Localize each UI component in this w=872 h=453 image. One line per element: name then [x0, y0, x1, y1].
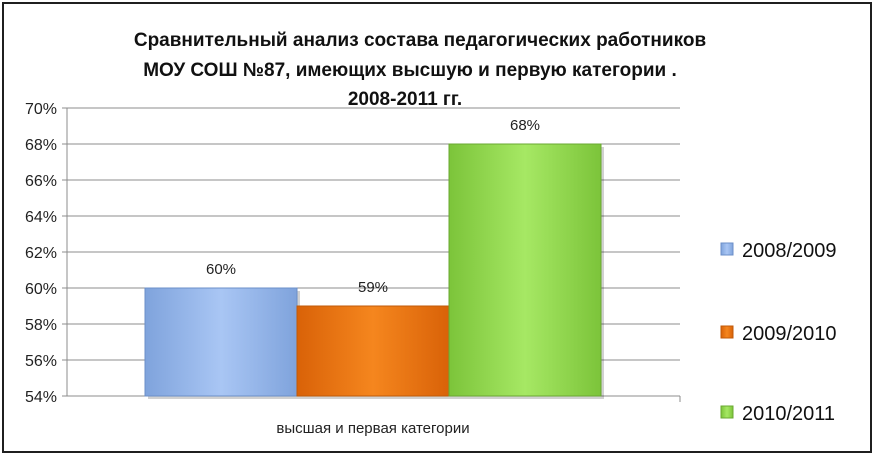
y-tick-label: 66%	[25, 173, 57, 190]
data-label-2008-2009: 60%	[206, 261, 236, 278]
legend-label-2009-2010: 2009/2010	[742, 323, 837, 345]
legend-item-2010-2011: 2010/2011	[720, 403, 835, 425]
legend-item-2008-2009: 2008/2009	[720, 240, 837, 262]
data-labels: 60% 59% 68%	[206, 117, 540, 296]
y-tick-label: 58%	[25, 317, 57, 334]
y-tick-label: 70%	[25, 101, 57, 118]
y-tick-label: 64%	[25, 209, 57, 226]
title-line-3: 2008-2011 гг.	[348, 89, 462, 110]
data-label-2009-2010: 59%	[358, 279, 388, 296]
bar-2010-2011	[448, 143, 602, 397]
category-label: высшая и первая категории	[276, 420, 469, 437]
legend: 2008/2009 2009/2010 2010/2011	[720, 240, 837, 425]
legend-swatch-2008-2009	[720, 242, 734, 256]
y-tick-label: 54%	[25, 389, 57, 406]
y-tick-label: 60%	[25, 281, 57, 298]
legend-swatch-2009-2010	[720, 325, 734, 339]
legend-item-2009-2010: 2009/2010	[720, 323, 837, 345]
bar-2008-2009	[144, 287, 298, 397]
y-tick-label: 56%	[25, 353, 57, 370]
y-tick-label: 68%	[25, 137, 57, 154]
y-axis-ticks: 54% 56% 58% 60% 62% 64% 66% 68% 70%	[25, 101, 67, 406]
title-line-2: МОУ СОШ №87, имеющих высшую и первую кат…	[143, 60, 677, 81]
bars	[144, 143, 604, 399]
bar-2009-2010	[296, 305, 450, 397]
y-tick-label: 62%	[25, 245, 57, 262]
data-label-2010-2011: 68%	[510, 117, 540, 134]
legend-label-2008-2009: 2008/2009	[742, 240, 837, 262]
title-line-1: Сравнительный анализ состава педагогичес…	[134, 30, 706, 51]
legend-label-2010-2011: 2010/2011	[742, 403, 835, 425]
legend-swatch-2010-2011	[720, 405, 734, 419]
chart-title: Сравнительный анализ состава педагогичес…	[134, 30, 706, 110]
